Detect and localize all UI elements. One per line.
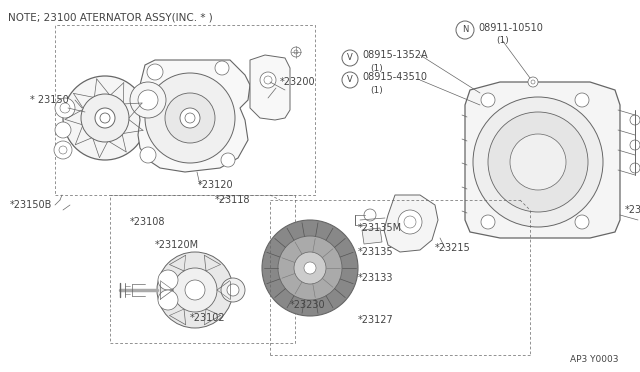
Polygon shape <box>384 195 438 252</box>
Circle shape <box>215 61 229 75</box>
Circle shape <box>158 290 178 310</box>
Polygon shape <box>362 228 382 244</box>
Circle shape <box>227 284 239 296</box>
Bar <box>55 25 315 195</box>
Circle shape <box>157 252 233 328</box>
Circle shape <box>185 280 205 300</box>
Text: *23120: *23120 <box>198 180 234 190</box>
Text: V: V <box>347 76 353 84</box>
Text: (1): (1) <box>370 64 383 73</box>
Circle shape <box>59 146 67 154</box>
Circle shape <box>264 76 272 84</box>
Text: N: N <box>462 26 468 35</box>
Text: *23215: *23215 <box>435 243 471 253</box>
Circle shape <box>147 64 163 80</box>
Circle shape <box>138 90 158 110</box>
Circle shape <box>398 210 422 234</box>
Circle shape <box>60 103 70 113</box>
Text: * 23150: * 23150 <box>30 95 68 105</box>
Circle shape <box>260 72 276 88</box>
Text: *23118: *23118 <box>215 195 250 205</box>
Polygon shape <box>465 82 620 238</box>
Circle shape <box>262 220 358 316</box>
Circle shape <box>630 163 640 173</box>
Circle shape <box>488 112 588 212</box>
Circle shape <box>95 108 115 128</box>
Text: *23150B: *23150B <box>10 200 52 210</box>
Circle shape <box>473 97 603 227</box>
Circle shape <box>364 209 376 221</box>
Circle shape <box>510 134 566 190</box>
Text: *23135: *23135 <box>358 247 394 257</box>
Text: (1): (1) <box>496 35 509 45</box>
Text: *23133: *23133 <box>358 273 394 283</box>
Circle shape <box>130 82 166 118</box>
Circle shape <box>630 140 640 150</box>
Text: NOTE; 23100 ATERNATOR ASSY(INC. * ): NOTE; 23100 ATERNATOR ASSY(INC. * ) <box>8 13 212 23</box>
Circle shape <box>54 141 72 159</box>
Text: (1): (1) <box>370 86 383 94</box>
Circle shape <box>481 93 495 107</box>
Text: AP3 Y0003: AP3 Y0003 <box>570 356 618 365</box>
Circle shape <box>221 278 245 302</box>
Circle shape <box>185 113 195 123</box>
Text: *23127: *23127 <box>358 315 394 325</box>
Circle shape <box>291 47 301 57</box>
Text: *23102: *23102 <box>190 313 226 323</box>
Polygon shape <box>138 60 250 172</box>
Circle shape <box>221 153 235 167</box>
Circle shape <box>140 147 156 163</box>
Circle shape <box>55 98 75 118</box>
Text: *23200: *23200 <box>280 77 316 87</box>
Circle shape <box>294 252 326 284</box>
Circle shape <box>575 93 589 107</box>
Text: *23120M: *23120M <box>155 240 199 250</box>
Circle shape <box>630 115 640 125</box>
Circle shape <box>304 262 316 274</box>
Circle shape <box>528 77 538 87</box>
Circle shape <box>531 80 535 84</box>
Text: *23108: *23108 <box>130 217 166 227</box>
Circle shape <box>575 215 589 229</box>
Bar <box>110 195 295 343</box>
Circle shape <box>55 122 71 138</box>
Text: 08915-1352A: 08915-1352A <box>362 50 428 60</box>
Text: *23127A: *23127A <box>625 205 640 215</box>
Circle shape <box>180 108 200 128</box>
Circle shape <box>481 215 495 229</box>
Circle shape <box>278 236 342 300</box>
Circle shape <box>165 93 215 143</box>
Text: 08911-10510: 08911-10510 <box>478 23 543 33</box>
Polygon shape <box>250 55 290 120</box>
Circle shape <box>173 268 217 312</box>
Circle shape <box>404 216 416 228</box>
Circle shape <box>145 73 235 163</box>
Text: 08915-43510: 08915-43510 <box>362 72 427 82</box>
Text: V: V <box>347 54 353 62</box>
Text: *23230: *23230 <box>290 300 326 310</box>
Circle shape <box>294 50 298 54</box>
Text: *23135M: *23135M <box>358 223 402 233</box>
Circle shape <box>81 94 129 142</box>
Circle shape <box>158 270 178 290</box>
Circle shape <box>63 76 147 160</box>
Circle shape <box>100 113 110 123</box>
